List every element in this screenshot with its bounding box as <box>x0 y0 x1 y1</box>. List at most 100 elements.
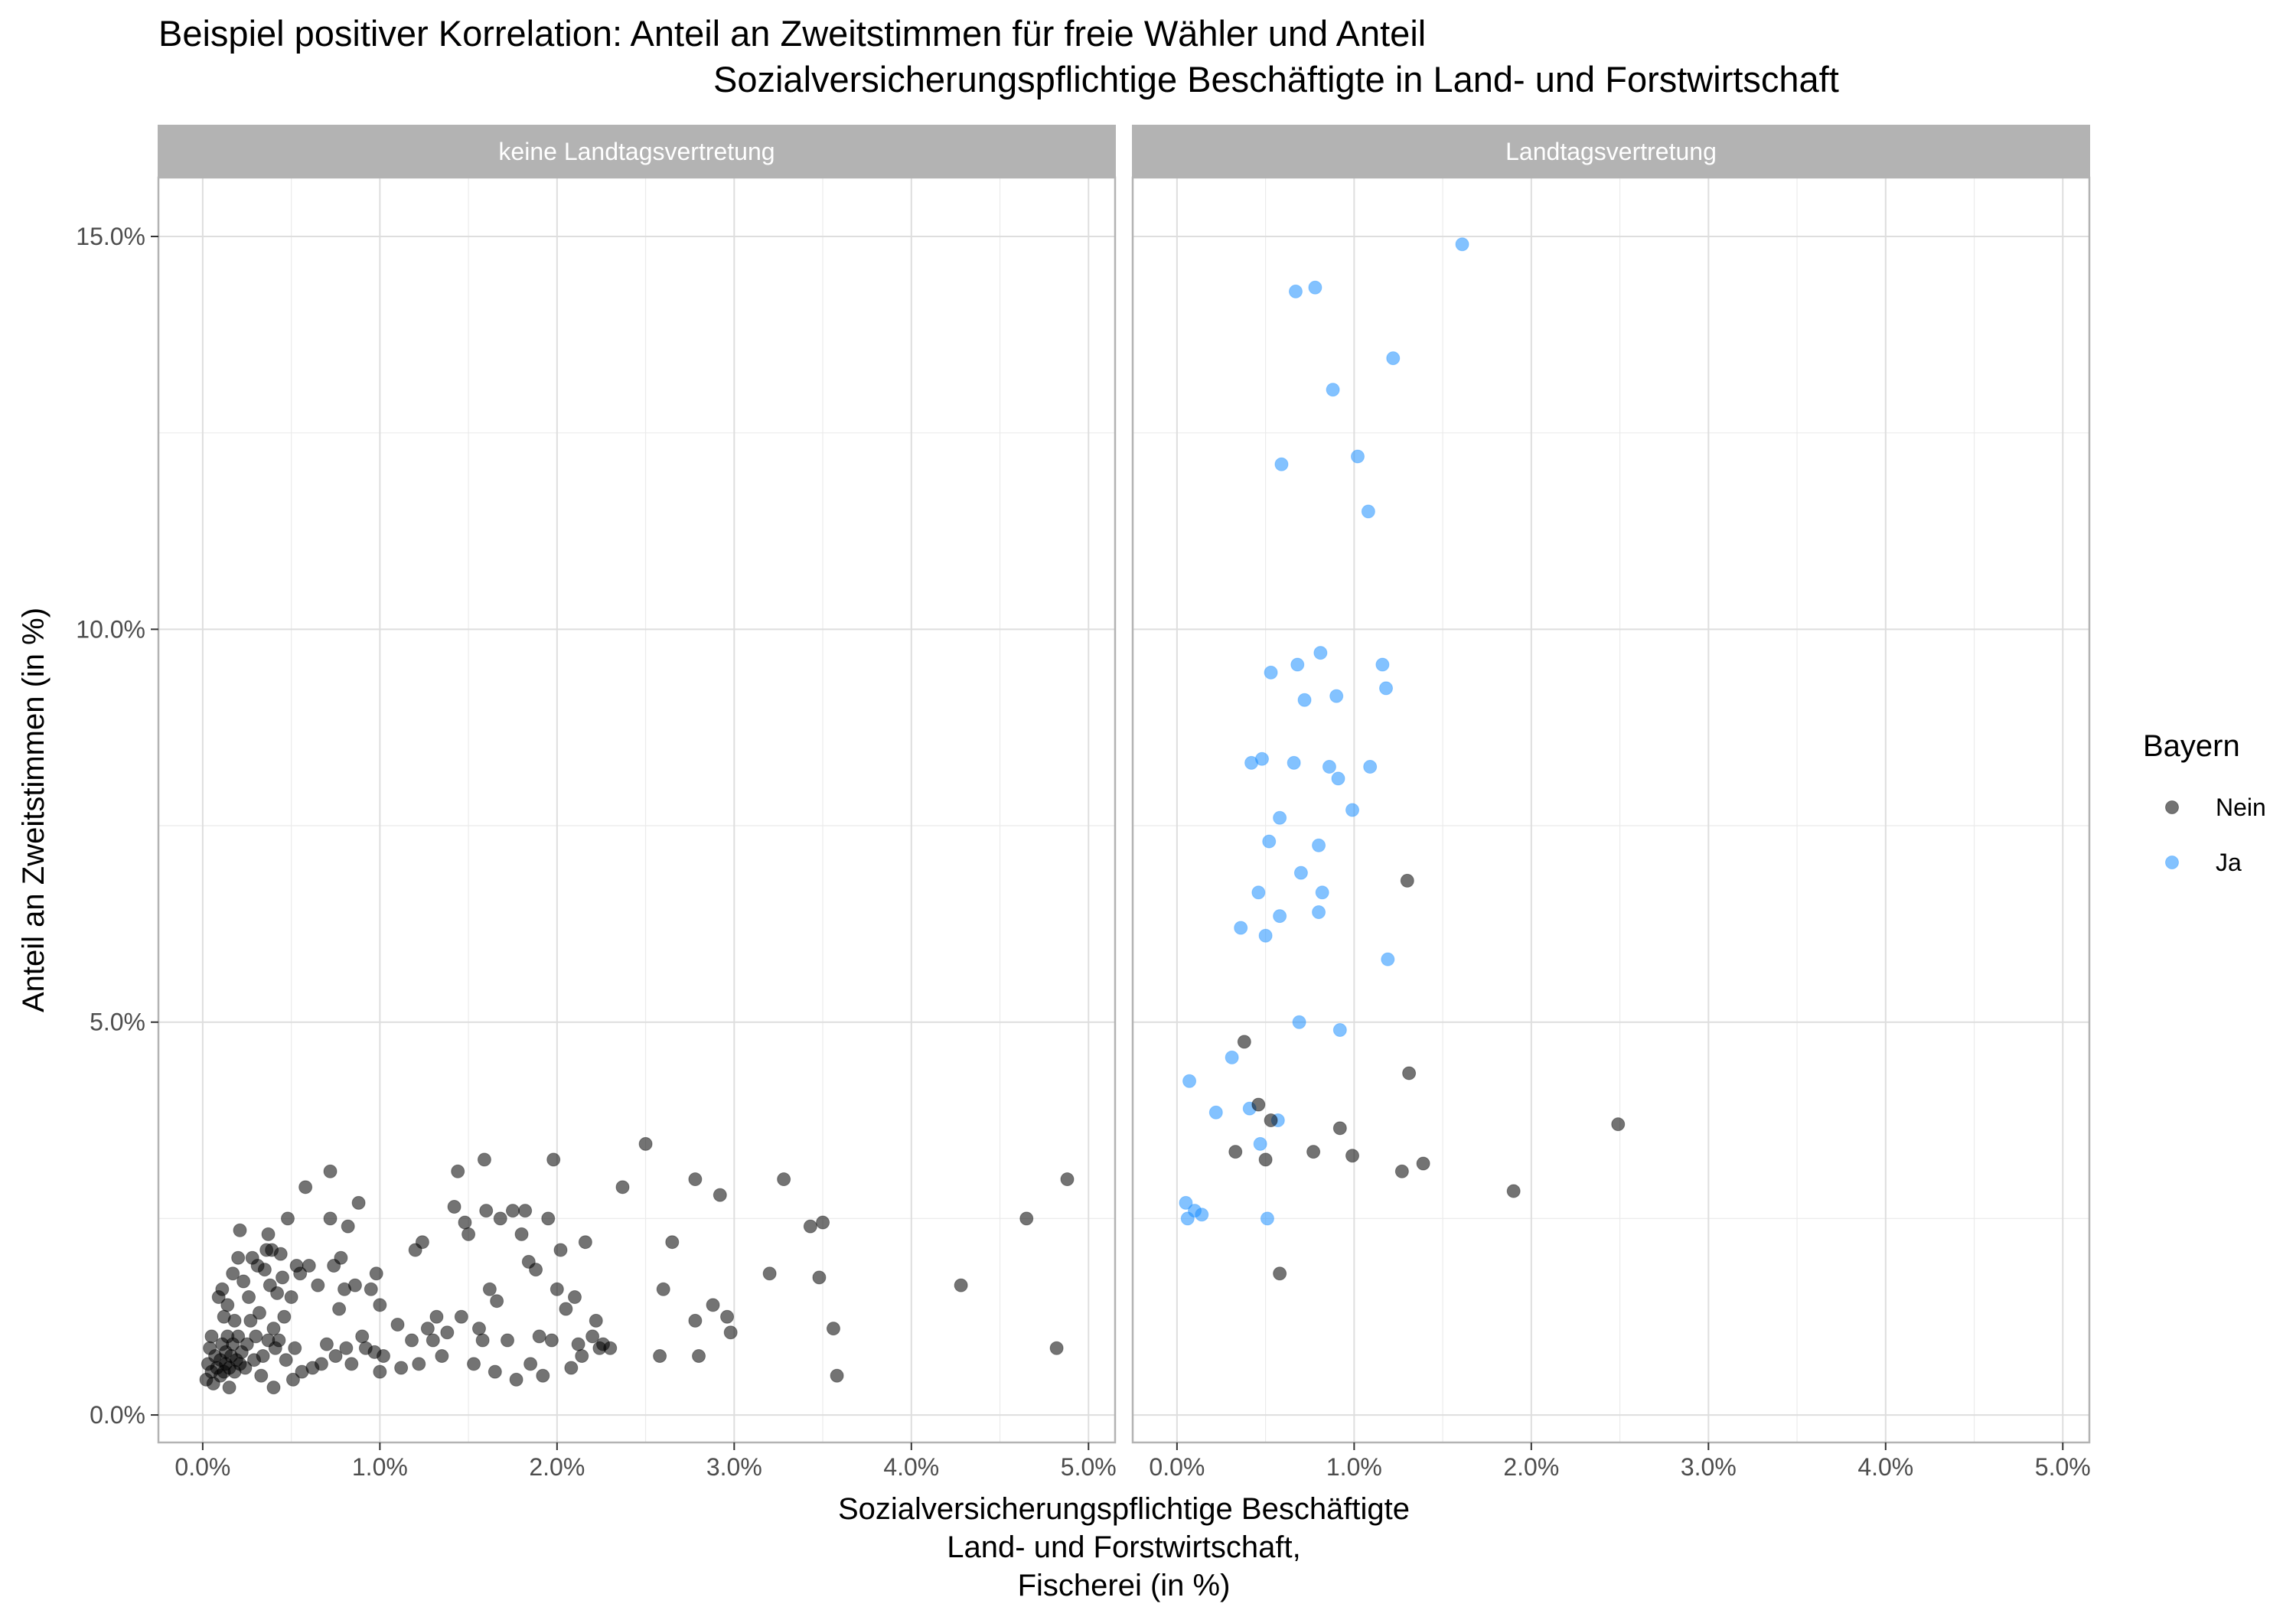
data-point <box>803 1219 817 1234</box>
data-point <box>1287 755 1301 770</box>
panel-2: Landtagsvertretung 0.0% 1.0% 2.0% 3.0% 4.0% 5.… <box>1131 125 2091 1481</box>
data-point <box>1228 1145 1243 1159</box>
data-point <box>373 1298 387 1312</box>
data-point <box>311 1278 325 1292</box>
data-point <box>339 1341 354 1355</box>
data-point <box>706 1298 720 1312</box>
data-point <box>293 1266 308 1281</box>
data-point <box>638 1136 653 1151</box>
data-point <box>323 1211 338 1226</box>
data-point <box>266 1322 281 1336</box>
data-point <box>1416 1156 1430 1171</box>
data-point <box>546 1152 561 1167</box>
data-point <box>603 1341 618 1355</box>
data-point <box>830 1368 844 1383</box>
data-point <box>435 1349 449 1364</box>
data-point <box>559 1302 573 1316</box>
data-point <box>1273 909 1287 924</box>
data-point <box>227 1313 242 1328</box>
data-point <box>479 1204 494 1218</box>
data-point <box>373 1364 387 1379</box>
data-point <box>390 1317 405 1332</box>
data-point <box>257 1263 272 1277</box>
data-point <box>544 1333 559 1348</box>
data-point <box>501 1333 515 1348</box>
data-point <box>204 1329 219 1344</box>
x-tick-label: 2.0% <box>1503 1453 1559 1481</box>
data-point <box>564 1361 579 1375</box>
data-point <box>1258 928 1273 943</box>
data-point <box>1251 1097 1266 1112</box>
data-point <box>412 1357 426 1371</box>
data-point <box>1251 885 1266 900</box>
x-tick-label: 4.0% <box>1857 1453 1913 1481</box>
data-point <box>1019 1211 1034 1226</box>
data-point <box>1312 838 1326 852</box>
data-point <box>665 1235 680 1250</box>
x-tick-label: 3.0% <box>1681 1453 1737 1481</box>
data-point <box>812 1270 827 1285</box>
data-point <box>477 1152 491 1167</box>
data-point <box>1386 351 1401 366</box>
data-point <box>279 1353 293 1367</box>
legend-label-nein: Nein <box>2216 794 2266 821</box>
data-point <box>536 1368 550 1383</box>
legend: Bayern Nein Ja <box>2143 729 2266 876</box>
chart-panels: keine Landtagsvertretung 0.0% 1.0% 2.0% 3.0%… <box>76 125 2091 1481</box>
x-tick-label: 5.0% <box>2035 1453 2091 1481</box>
data-point <box>334 1250 348 1265</box>
data-point <box>467 1357 481 1371</box>
data-point <box>490 1294 504 1309</box>
data-point <box>376 1349 390 1364</box>
data-point <box>488 1364 502 1379</box>
facet-strip <box>1132 125 2090 178</box>
data-point <box>226 1266 240 1281</box>
data-point <box>231 1329 246 1344</box>
legend-key-ja <box>2165 856 2179 869</box>
data-point <box>415 1235 429 1250</box>
data-point <box>236 1274 251 1289</box>
data-point <box>1394 1164 1409 1178</box>
data-point <box>1292 1015 1306 1029</box>
data-point <box>1375 657 1390 672</box>
panel-background <box>158 178 1115 1442</box>
y-tick-label: 0.0% <box>90 1401 145 1429</box>
x-tick-label: 4.0% <box>883 1453 939 1481</box>
data-point <box>1313 646 1328 660</box>
x-axis-title-line-2: Land- und Forstwirtschaft, <box>947 1530 1300 1564</box>
data-point <box>777 1172 791 1187</box>
data-point <box>509 1372 523 1387</box>
data-point <box>1361 504 1375 519</box>
axis-titles: Sozialversicherungspflichtige Beschäftig… <box>17 608 1410 1602</box>
data-point <box>1179 1195 1193 1210</box>
x-axis-title-line-3: Fischerei (in %) <box>1018 1569 1231 1602</box>
series-nein <box>1228 873 1626 1281</box>
panel-1: keine Landtagsvertretung 0.0% 1.0% 2.0% 3.0%… <box>76 125 1117 1481</box>
data-point <box>261 1227 276 1241</box>
data-point <box>1332 1022 1347 1037</box>
data-point <box>1262 834 1277 849</box>
data-point <box>1381 952 1395 966</box>
data-point <box>420 1322 435 1336</box>
data-point <box>1293 865 1308 880</box>
data-point <box>1363 760 1378 774</box>
data-point <box>220 1298 235 1312</box>
data-point <box>277 1309 292 1324</box>
data-point <box>1322 760 1336 774</box>
data-point <box>1345 1149 1360 1163</box>
data-point <box>1306 1145 1321 1159</box>
x-tick-label: 2.0% <box>529 1453 585 1481</box>
data-point <box>1060 1172 1075 1187</box>
data-point <box>254 1368 269 1383</box>
data-point <box>405 1333 419 1348</box>
data-point <box>280 1211 295 1226</box>
data-point <box>429 1309 444 1324</box>
data-point <box>529 1263 543 1277</box>
data-point <box>816 1215 830 1230</box>
data-point <box>1329 689 1344 703</box>
data-point <box>1312 905 1326 919</box>
data-point <box>762 1266 777 1281</box>
data-point <box>1273 1266 1287 1281</box>
data-point <box>298 1180 313 1195</box>
series-ja <box>1179 237 1469 1226</box>
